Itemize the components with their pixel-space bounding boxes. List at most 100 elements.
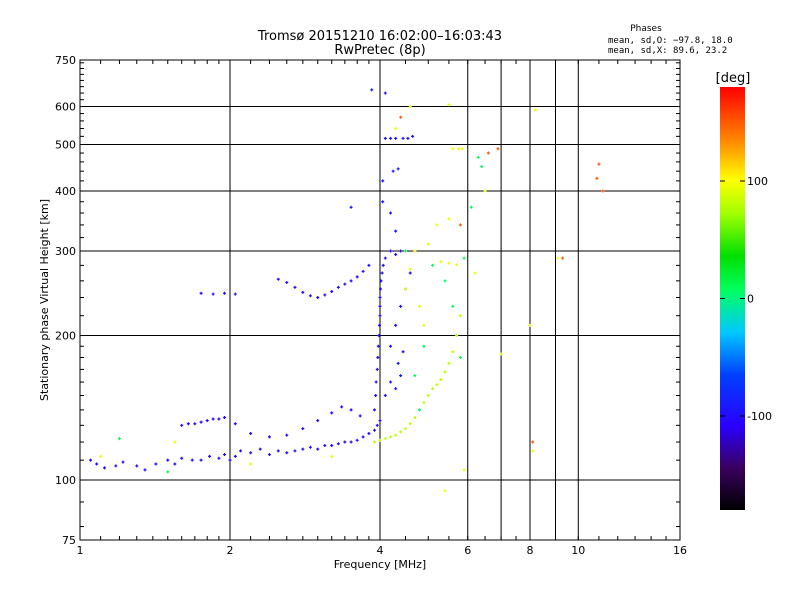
phase-heading: Phases <box>630 24 662 34</box>
chart-title: Tromsø 20151210 16:02:00–16:03:43 <box>257 29 502 44</box>
y-tick-label: 600 <box>55 101 76 114</box>
data-point <box>561 256 565 260</box>
y-tick-label: 100 <box>55 474 76 487</box>
data-point <box>376 355 380 359</box>
data-point <box>396 361 400 365</box>
data-point <box>496 147 500 151</box>
data-point <box>389 249 393 253</box>
data-point <box>399 304 403 308</box>
data-point <box>378 314 382 318</box>
data-point <box>301 427 305 431</box>
data-point <box>378 419 382 423</box>
data-point <box>443 279 447 283</box>
y-tick-label: 75 <box>62 534 76 547</box>
data-point <box>413 249 417 253</box>
data-point <box>417 408 421 412</box>
data-point <box>349 408 353 412</box>
data-point <box>323 293 327 297</box>
data-point <box>375 423 379 427</box>
data-point <box>173 462 177 466</box>
data-point <box>373 428 377 432</box>
data-point <box>166 458 170 462</box>
data-point <box>373 440 377 444</box>
data-point <box>406 136 410 140</box>
data-point <box>374 394 378 398</box>
data-point <box>399 115 403 119</box>
data-point <box>451 304 455 308</box>
data-point <box>462 256 466 260</box>
data-point <box>531 449 535 453</box>
data-point <box>403 427 407 431</box>
data-point <box>426 394 430 398</box>
data-point <box>301 447 305 451</box>
data-point <box>447 103 451 107</box>
data-point <box>135 464 139 468</box>
x-axis-label: Frequency [MHz] <box>334 558 426 571</box>
data-point <box>228 458 232 462</box>
data-point <box>375 367 379 371</box>
data-point <box>447 261 451 265</box>
data-point <box>308 294 312 298</box>
data-point <box>376 344 380 348</box>
data-point <box>391 169 395 173</box>
data-point <box>399 430 403 434</box>
data-point <box>435 383 439 387</box>
data-point <box>267 453 271 457</box>
data-point <box>143 468 147 472</box>
y-tick-label: 500 <box>55 139 76 152</box>
y-tick-label: 400 <box>55 185 76 198</box>
colorbar-tick-label: 100 <box>747 175 768 188</box>
data-point <box>377 323 381 327</box>
data-point <box>285 433 289 437</box>
data-point <box>383 136 387 140</box>
data-point <box>154 462 158 466</box>
data-point <box>293 449 297 453</box>
data-point <box>431 263 435 267</box>
data-point <box>413 374 417 378</box>
data-point <box>381 179 385 183</box>
data-point <box>431 387 435 391</box>
data-point <box>394 229 398 233</box>
data-point <box>316 447 320 451</box>
data-point <box>121 460 125 464</box>
colorbar-unit-label: [deg] <box>716 71 751 86</box>
data-point <box>396 167 400 171</box>
data-point <box>455 263 459 267</box>
data-point <box>458 355 462 359</box>
data-point <box>223 415 227 419</box>
x-tick-label: 10 <box>571 544 585 557</box>
data-point <box>408 267 412 271</box>
data-point <box>394 433 398 437</box>
data-point <box>349 205 353 209</box>
data-point <box>394 253 398 257</box>
data-point <box>361 435 365 439</box>
data-point <box>394 136 398 140</box>
data-point <box>389 435 393 439</box>
data-point <box>186 422 190 426</box>
data-point <box>411 134 415 138</box>
x-tick-label: 2 <box>227 544 234 557</box>
data-point <box>377 334 381 338</box>
data-point <box>349 279 353 283</box>
data-point <box>293 285 297 289</box>
data-point <box>367 263 371 267</box>
data-point <box>249 451 253 455</box>
data-point <box>276 277 280 281</box>
data-point <box>205 419 209 423</box>
data-point <box>439 377 443 381</box>
data-point <box>447 217 451 221</box>
chart-subtitle: RwPretec (8p) <box>334 43 425 58</box>
data-point <box>394 126 398 130</box>
data-point <box>336 442 340 446</box>
data-point <box>556 256 560 260</box>
data-point <box>249 432 253 436</box>
y-tick-label: 300 <box>55 245 76 258</box>
x-tick-label: 1 <box>77 544 84 557</box>
data-point <box>211 292 215 296</box>
data-point <box>258 447 262 451</box>
minor-ticks <box>80 60 680 540</box>
data-point <box>408 422 412 426</box>
data-point <box>239 449 243 453</box>
data-point <box>595 176 599 180</box>
